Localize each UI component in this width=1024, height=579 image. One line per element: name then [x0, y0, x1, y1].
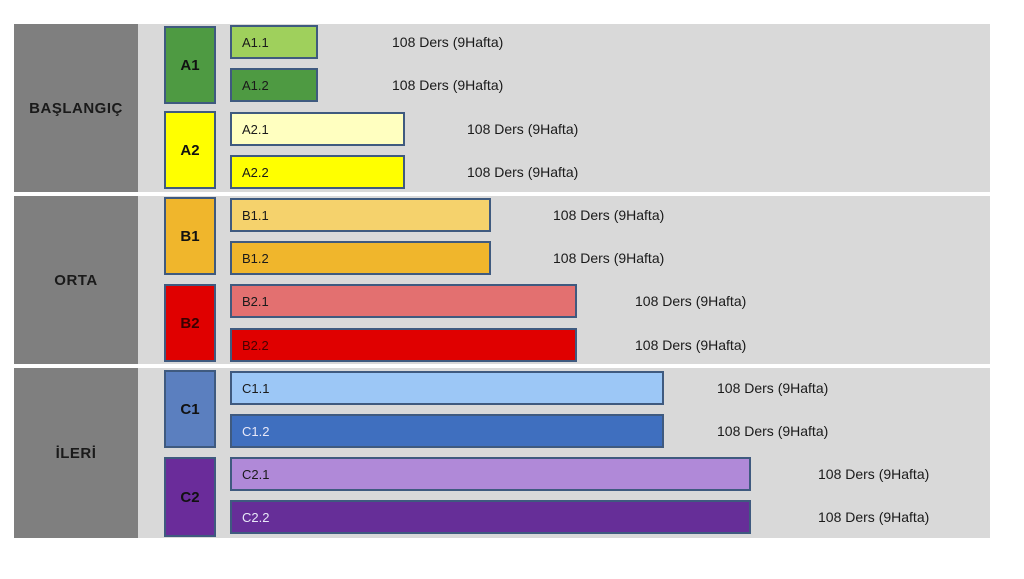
bar-c1-2: C1.2: [230, 414, 664, 448]
bar-a1-1: A1.1: [230, 25, 318, 59]
duration-note: 108 Ders (9Hafta): [553, 250, 665, 266]
bar-c1-1: C1.1: [230, 371, 664, 405]
duration-note: 108 Ders (9Hafta): [553, 207, 665, 223]
bar-a2-1: A2.1: [230, 112, 405, 146]
bar-b2-2: B2.2: [230, 328, 577, 362]
level-label-beginner: BAŞLANGIÇ: [14, 24, 138, 192]
duration-note: 108 Ders (9Hafta): [392, 34, 504, 50]
duration-note: 108 Ders (9Hafta): [635, 293, 747, 309]
sublevel-b1: B1: [164, 197, 216, 275]
bar-a1-2: A1.2: [230, 68, 318, 102]
bar-c2-1: C2.1: [230, 457, 751, 491]
duration-note: 108 Ders (9Hafta): [717, 423, 829, 439]
duration-note: 108 Ders (9Hafta): [392, 77, 504, 93]
sublevel-a1: A1: [164, 26, 216, 104]
sublevel-a2: A2: [164, 111, 216, 189]
bar-a2-2: A2.2: [230, 155, 405, 189]
duration-note: 108 Ders (9Hafta): [467, 164, 579, 180]
duration-note: 108 Ders (9Hafta): [635, 337, 747, 353]
bar-b1-2: B1.2: [230, 241, 491, 275]
bar-b1-1: B1.1: [230, 198, 491, 232]
bar-c2-2: C2.2: [230, 500, 751, 534]
duration-note: 108 Ders (9Hafta): [818, 509, 930, 525]
level-label-intermediate: ORTA: [14, 196, 138, 364]
duration-note: 108 Ders (9Hafta): [717, 380, 829, 396]
bar-b2-1: B2.1: [230, 284, 577, 318]
sublevel-c2: C2: [164, 457, 216, 537]
sublevel-c1: C1: [164, 370, 216, 448]
sublevel-b2: B2: [164, 284, 216, 362]
level-label-advanced: İLERİ: [14, 368, 138, 538]
duration-note: 108 Ders (9Hafta): [467, 121, 579, 137]
duration-note: 108 Ders (9Hafta): [818, 466, 930, 482]
